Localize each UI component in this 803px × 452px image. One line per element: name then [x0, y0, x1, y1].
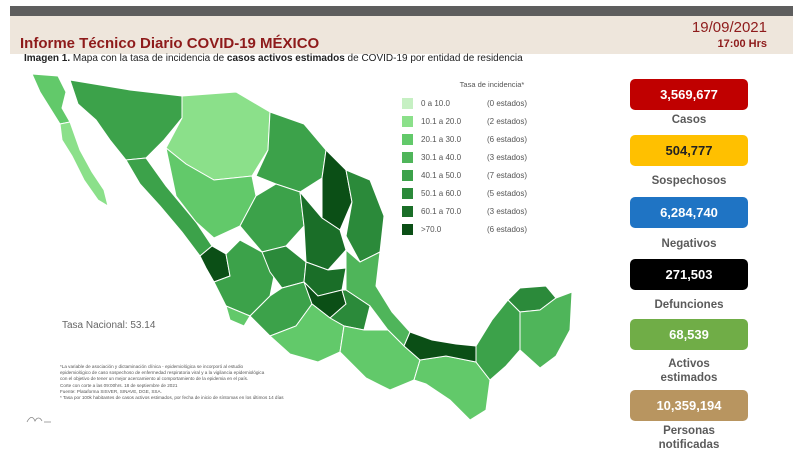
- legend-count: (3 estados): [487, 152, 528, 162]
- state-campeche: [475, 299, 521, 381]
- legend-swatch: [402, 151, 413, 163]
- legend-count: (6 estados): [487, 224, 528, 234]
- legend-swatch: [402, 223, 413, 235]
- stat-sospechosos-value: 504,777: [665, 143, 713, 158]
- footnote-line: Corte con corte a las 09:00hrs. 18 de se…: [60, 382, 178, 388]
- legend-item: 10.1 a 20.0 (2 estados): [402, 112, 562, 130]
- stat-negativos-box: 6,284,740: [630, 197, 748, 228]
- footnote-line: * Tasa por 100k habitantes de casos acti…: [60, 395, 284, 401]
- stat-activos-box: 68,539: [630, 319, 748, 350]
- stat-activos-label: Activos estimados: [660, 358, 718, 384]
- caption-text-after: de COVID-19 por entidad de residencia: [344, 53, 523, 64]
- report-date: 19/09/2021: [691, 19, 767, 36]
- footnotes: *La variable de asociación y dictaminaci…: [60, 364, 420, 401]
- legend-item: 0 a 10.0 (0 estados): [402, 94, 562, 112]
- legend-range: 10.1 a 20.0: [421, 116, 462, 126]
- legend-range: 0 a 10.0: [421, 98, 450, 108]
- legend-range: 50.1 a 60.0: [421, 188, 462, 198]
- footnote-line: con el objetivo de tener un mejor acerca…: [60, 376, 249, 382]
- legend-swatch: [402, 169, 413, 181]
- state-nuevo-leon: [321, 148, 353, 231]
- stat-sospechosos-box: 504,777: [630, 135, 748, 166]
- state-colima: [225, 305, 251, 327]
- legend-swatch: [402, 205, 413, 217]
- report-time: 17:00 Hrs: [717, 38, 767, 50]
- stat-personas-box: 10,359,194: [630, 390, 748, 421]
- top-bar: [10, 6, 793, 16]
- stat-negativos-label: Negativos: [661, 238, 717, 250]
- legend-count: (6 estados): [487, 134, 528, 144]
- legend-item: 40.1 a 50.0 (7 estados): [402, 166, 562, 184]
- footnote-line: Fuente: Plataforma SISVER, SINAVE, DGE, …: [60, 388, 162, 394]
- stat-activos-value: 68,539: [669, 327, 709, 342]
- legend-count: (0 estados): [487, 98, 528, 108]
- caption-text-before: Mapa con la tasa de incidencia de: [70, 53, 227, 64]
- header-band: [10, 16, 793, 54]
- signature-mark: [26, 416, 51, 423]
- stat-defunciones-label: Defunciones: [654, 299, 724, 311]
- legend-range: 60.1 a 70.0: [421, 206, 462, 216]
- legend-item: 20.1 a 30.0 (6 estados): [402, 130, 562, 148]
- stat-personas-value: 10,359,194: [656, 398, 722, 413]
- legend-count: (5 estados): [487, 188, 528, 198]
- state-san-luis-potosi: [299, 190, 347, 271]
- stat-casos-box: 3,569,677: [630, 79, 748, 110]
- footnote-line: *La variable de asociación y dictaminaci…: [60, 364, 244, 369]
- state-baja-california-sur: [59, 121, 109, 208]
- legend-item: 60.1 a 70.0 (3 estados): [402, 202, 562, 220]
- stat-personas-label: Personas notificadas: [658, 425, 720, 451]
- legend-swatch: [402, 115, 413, 127]
- legend-range: 20.1 a 30.0: [421, 134, 462, 144]
- state-tamaulipas: [345, 169, 385, 263]
- legend-range: 30.1 a 40.0: [421, 152, 462, 162]
- caption-prefix: Imagen 1.: [24, 53, 71, 64]
- state-quintana-roo: [519, 291, 573, 369]
- legend-swatch: [402, 133, 413, 145]
- stat-casos-label: Casos: [671, 114, 707, 126]
- stat-negativos-value: 6,284,740: [660, 205, 718, 220]
- incidence-legend: Tasa de incidencia* 0 a 10.0 (0 estados)…: [402, 80, 562, 238]
- stat-defunciones-value: 271,503: [665, 267, 713, 282]
- legend-range: >70.0: [421, 224, 442, 234]
- state-baja-california: [31, 73, 71, 125]
- legend-title: Tasa de incidencia*: [459, 80, 525, 89]
- caption-bold: casos activos estimados: [226, 53, 345, 64]
- stat-sospechosos-label: Sospechosos: [651, 175, 727, 187]
- legend-swatch: [402, 97, 413, 109]
- legend-count: (7 estados): [487, 170, 528, 180]
- image-caption: Imagen 1. Mapa con la tasa de incidencia…: [24, 53, 523, 64]
- legend-swatch: [402, 187, 413, 199]
- state-sonora: [69, 79, 183, 161]
- footnote-line: epidemiológico de caso sospechoso de enf…: [60, 370, 265, 376]
- national-rate: Tasa Nacional: 53.14: [62, 320, 156, 331]
- legend-count: (3 estados): [487, 206, 528, 216]
- legend-range: 40.1 a 50.0: [421, 170, 462, 180]
- legend-item: >70.0 (6 estados): [402, 220, 562, 238]
- stat-defunciones-box: 271,503: [630, 259, 748, 290]
- mexico-incidence-map: [31, 73, 573, 421]
- stat-casos-value: 3,569,677: [660, 87, 718, 102]
- legend-item: 30.1 a 40.0 (3 estados): [402, 148, 562, 166]
- legend-item: 50.1 a 60.0 (5 estados): [402, 184, 562, 202]
- report-title: Informe Técnico Diario COVID-19 MÉXICO: [20, 35, 320, 52]
- legend-count: (2 estados): [487, 116, 528, 126]
